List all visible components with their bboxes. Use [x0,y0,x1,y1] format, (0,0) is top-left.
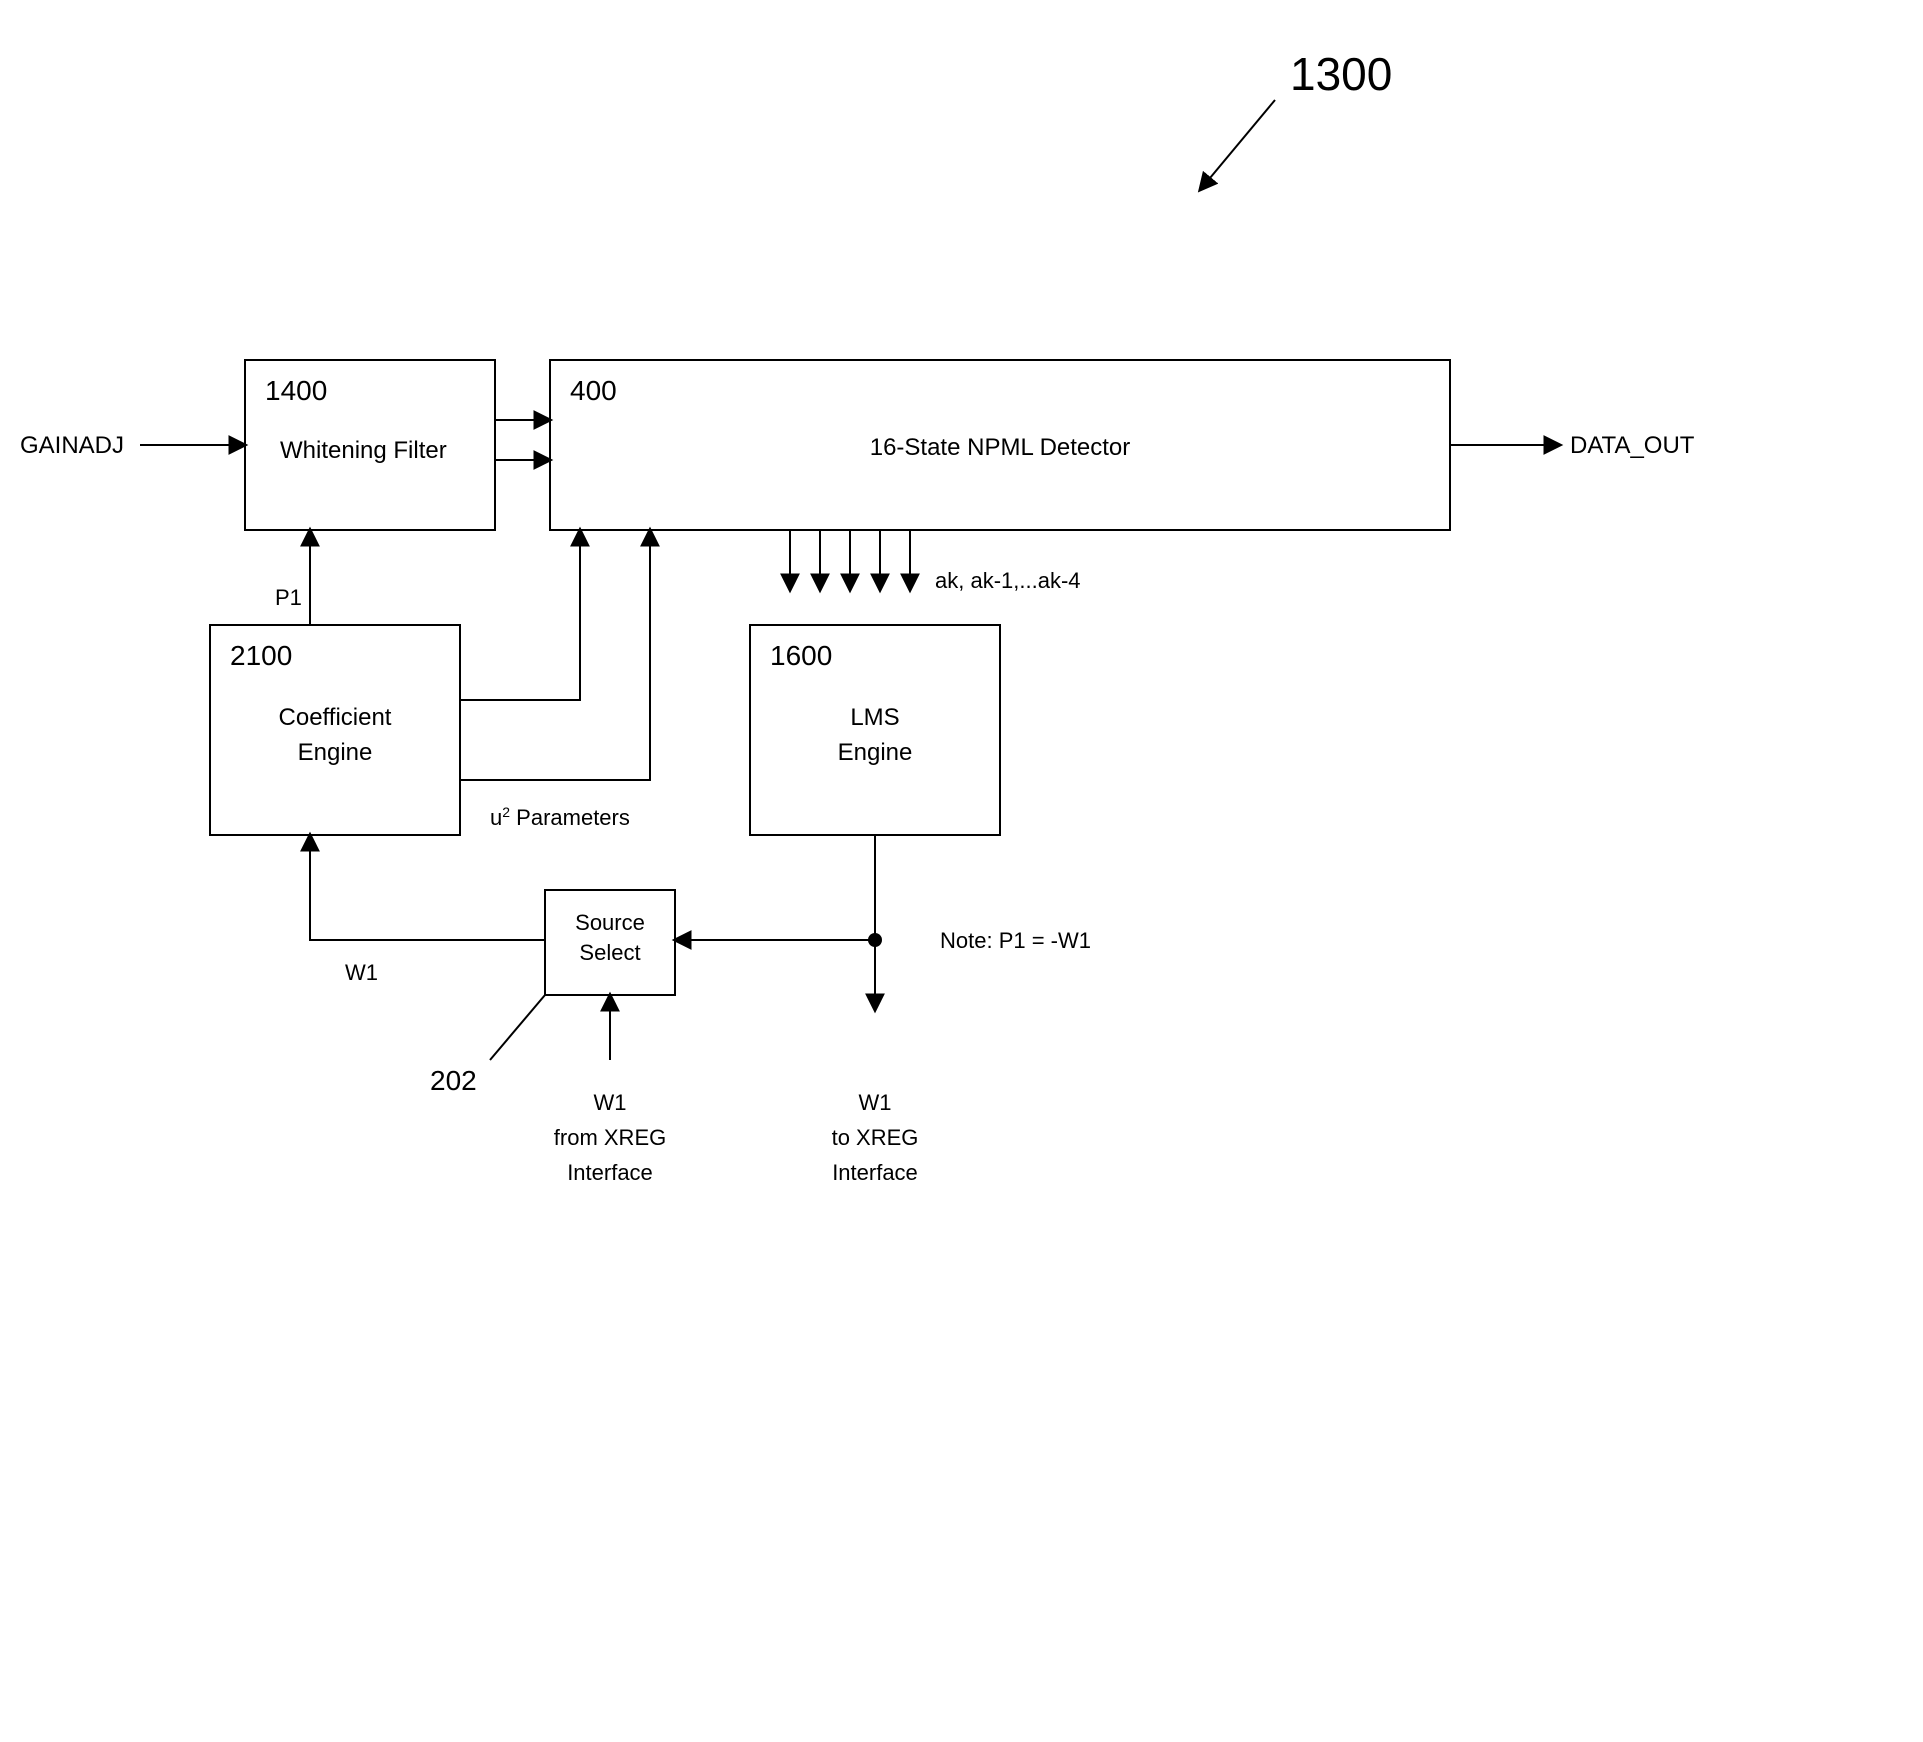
dataout-label: DATA_OUT [1570,432,1695,459]
source-select-ref-line [490,995,545,1060]
lms-engine-label-1: LMS [850,704,899,731]
detector-block: 400 16-State NPML Detector [550,360,1450,530]
lms-engine-ref: 1600 [770,640,832,671]
w1-from-l3: Interface [567,1160,653,1185]
coeff-engine-ref: 2100 [230,640,292,671]
coeff-engine-block: 2100 Coefficient Engine [210,625,460,835]
w1-from-l1: W1 [594,1090,627,1115]
u2-params-label: u2 Parameters [490,804,630,830]
w1-from-l2: from XREG [554,1125,666,1150]
source-select-label-2: Select [579,940,640,965]
figure-ref-arrow [1200,100,1275,190]
whitening-filter-block: 1400 Whitening Filter [245,360,495,530]
coeff-to-detector-arrow-1 [460,530,580,700]
source-select-ref: 202 [430,1065,477,1096]
coeff-engine-label-1: Coefficient [279,704,392,731]
block-diagram: 1300 1400 Whitening Filter 400 16-State … [0,0,1923,1742]
gainadj-label: GAINADJ [20,432,124,459]
w1-to-coeff-arrow [310,835,545,940]
detector-ref: 400 [570,375,617,406]
ak-label: ak, ak-1,...ak-4 [935,568,1081,593]
lms-engine-block: 1600 LMS Engine [750,625,1000,835]
w1-to-l3: Interface [832,1160,918,1185]
w1-to-l2: to XREG [832,1125,919,1150]
lms-engine-label-2: Engine [838,739,913,766]
whitening-filter-ref: 1400 [265,375,327,406]
whitening-filter-label: Whitening Filter [280,437,447,464]
coeff-engine-label-2: Engine [298,739,373,766]
detector-to-lms-arrows [790,530,910,590]
coeff-to-detector-arrow-2 [460,530,650,780]
w1-label: W1 [345,960,378,985]
source-select-block: Source Select [545,890,675,995]
figure-ref-label: 1300 [1290,48,1392,100]
w1-to-l1: W1 [859,1090,892,1115]
p1-label: P1 [275,585,302,610]
source-select-label-1: Source [575,910,645,935]
note-label: Note: P1 = -W1 [940,928,1091,953]
detector-label: 16-State NPML Detector [870,434,1131,461]
